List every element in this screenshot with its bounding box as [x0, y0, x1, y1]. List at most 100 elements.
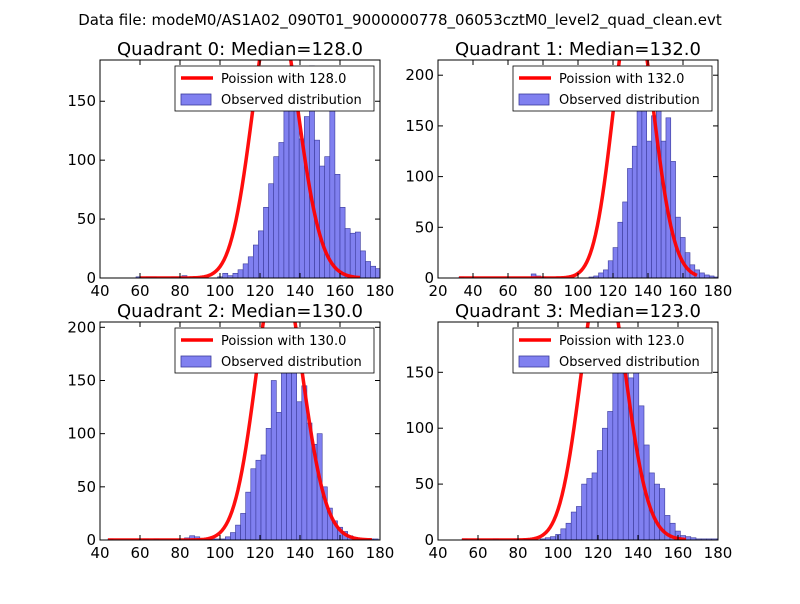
- histogram-bar: [560, 528, 567, 540]
- histogram-bar: [242, 263, 249, 278]
- x-tick-label: 180: [704, 282, 733, 300]
- x-tick-label: 120: [246, 282, 275, 300]
- histogram-bar: [245, 491, 252, 540]
- histogram-bar: [401, 277, 406, 278]
- y-tick-label: 100: [67, 151, 96, 169]
- histogram-bar: [622, 201, 628, 278]
- histogram-bar: [375, 268, 380, 278]
- x-tick-label: 160: [326, 544, 355, 562]
- legend-poisson-label: Poission with 123.0: [559, 334, 684, 349]
- histogram-bar: [685, 536, 692, 540]
- histogram-bar: [654, 483, 660, 540]
- panel-quadrant-2: 40 60 80 100 120 140 160 180 0 50 100 150 200 Quadran…: [67, 301, 394, 562]
- histogram-bar: [699, 272, 705, 278]
- plot-area: [107, 322, 379, 540]
- x-tick-label: 60: [498, 282, 517, 300]
- histogram-bar: [612, 366, 619, 540]
- histogram-bar: [283, 106, 290, 278]
- histogram-bar: [235, 524, 241, 540]
- histogram-bar: [222, 272, 229, 278]
- histogram-bar: [334, 174, 341, 278]
- axes-frame: [99, 59, 381, 279]
- poisson-curve: [462, 322, 687, 540]
- histogram-bar: [396, 276, 401, 278]
- figure-title: Data file: modeM0/AS1A02_090T01_90000007…: [78, 11, 722, 30]
- y-tick-label: 100: [405, 419, 434, 437]
- histogram-bar: [281, 350, 287, 540]
- histogram-bar: [278, 142, 285, 278]
- y-tick-label: 200: [67, 318, 96, 336]
- panel-title: Quadrant 0: Median=128.0: [117, 39, 363, 60]
- histogram-bar: [255, 459, 262, 540]
- x-tick-label: 160: [326, 282, 355, 300]
- y-tick-label: 0: [424, 269, 434, 287]
- x-tick-label: 100: [544, 544, 573, 562]
- histogram-bar: [265, 428, 272, 540]
- y-tick-label: 50: [415, 218, 434, 236]
- histogram-bar: [631, 145, 638, 278]
- y-tick-label: 100: [67, 425, 96, 443]
- x-tick-label: 80: [508, 544, 527, 562]
- y-tick-label: 50: [77, 210, 96, 228]
- histogram-bar: [268, 183, 275, 278]
- histogram-bar: [612, 247, 619, 278]
- legend-observed-label: Observed distribution: [559, 93, 700, 108]
- legend-observed-label: Observed distribution: [221, 355, 362, 370]
- histogram-bar: [273, 156, 280, 278]
- histogram-bar: [716, 538, 718, 540]
- x-tick-label: 180: [704, 544, 733, 562]
- histogram-bar: [339, 207, 346, 278]
- plot-area: [135, 60, 406, 278]
- histogram-bar: [288, 83, 295, 278]
- histogram-bar: [349, 232, 356, 278]
- y-tick-label: 0: [86, 531, 96, 549]
- histogram-bar: [291, 358, 298, 540]
- histogram-bar: [260, 454, 267, 540]
- histogram-bar: [370, 265, 377, 278]
- y-tick-label: 150: [405, 117, 434, 135]
- histogram-bar: [656, 90, 662, 278]
- histogram-bar: [602, 427, 608, 540]
- histogram-bar: [303, 116, 310, 278]
- histogram-bar: [372, 538, 379, 540]
- histogram-bar: [596, 450, 603, 540]
- histogram-bar: [598, 272, 604, 278]
- histogram-bar: [247, 256, 254, 278]
- axes-frame: [437, 321, 719, 541]
- histogram-bar: [550, 536, 556, 540]
- legend-observed-swatch: [180, 93, 212, 106]
- histogram-bar: [391, 274, 396, 278]
- histogram-bar: [319, 165, 326, 278]
- x-tick-label: 80: [533, 282, 552, 300]
- histogram-bar: [570, 511, 577, 540]
- panel-quadrant-0: 40 60 80 100 120 140 160 180 0 50 100 150 Quadrant 0…: [67, 39, 406, 300]
- histogram-bar: [344, 228, 351, 278]
- histogram-bar: [581, 483, 588, 540]
- histogram-bar: [253, 244, 259, 278]
- x-tick-label: 60: [130, 282, 149, 300]
- histogram-bar: [263, 207, 269, 278]
- x-tick-label: 100: [206, 544, 235, 562]
- axes-frame: [99, 321, 381, 541]
- histogram-bar: [617, 372, 624, 540]
- x-tick-label: 140: [286, 282, 315, 300]
- y-tick-label: 150: [67, 92, 96, 110]
- legend-observed-label: Observed distribution: [221, 93, 362, 108]
- histogram-bar: [627, 168, 633, 278]
- x-tick-label: 40: [90, 282, 109, 300]
- histogram-bar: [354, 231, 361, 278]
- histogram-bar: [565, 522, 572, 540]
- x-tick-label: 140: [286, 544, 315, 562]
- legend-poisson-label: Poission with 128.0: [221, 72, 346, 87]
- histogram-bar: [617, 221, 623, 278]
- legend-poisson-label: Poission with 130.0: [221, 334, 346, 349]
- histogram-bar: [607, 411, 614, 540]
- y-tick-label: 150: [67, 371, 96, 389]
- histogram-bar: [646, 140, 652, 278]
- x-tick-label: 160: [669, 282, 698, 300]
- legend-observed-label: Observed distribution: [559, 355, 700, 370]
- x-tick-label: 40: [463, 282, 482, 300]
- histogram-bar: [386, 274, 391, 278]
